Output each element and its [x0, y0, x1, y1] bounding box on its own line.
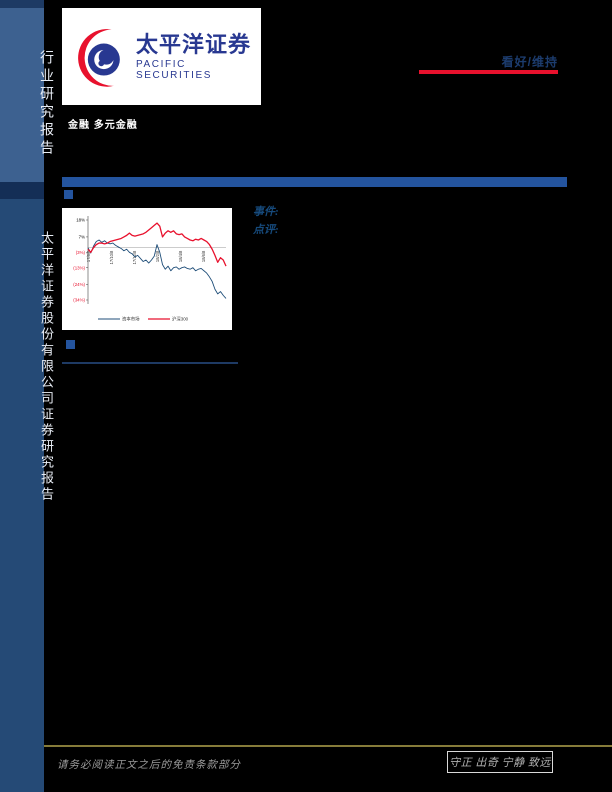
- industry-category-label: 金融 多元金融: [68, 120, 138, 131]
- footer-gold-rule: [44, 745, 612, 747]
- comment-label: 点评:: [253, 224, 279, 236]
- svg-text:(24%): (24%): [73, 282, 85, 287]
- logo-english-name: PACIFIC SECURITIES: [136, 58, 213, 81]
- svg-text:资本市场: 资本市场: [122, 316, 140, 323]
- sidebar-top-band: [0, 0, 44, 8]
- section-bullet-square: [64, 190, 73, 199]
- sidebar-divider-band: [0, 182, 44, 199]
- rating-underline: [419, 70, 558, 74]
- svg-text:沪深300: 沪深300: [172, 316, 189, 323]
- relative-performance-chart: 18% 7% (3%) (13%) (24%) (34%) 17/8/8 17/10/8 17/…: [62, 208, 232, 330]
- section-underline: [62, 362, 238, 364]
- svg-text:7%: 7%: [79, 235, 85, 240]
- rating-label: 看好/维持: [501, 55, 558, 69]
- svg-text:17/12/8: 17/12/8: [132, 250, 137, 264]
- section-bullet-square: [66, 340, 75, 349]
- event-label: 事件:: [253, 206, 279, 218]
- svg-text:(3%): (3%): [76, 250, 86, 255]
- svg-text:(13%): (13%): [73, 265, 85, 270]
- company-motto-text: 守正 出奇 宁静 致远: [449, 757, 551, 769]
- pacific-securities-logo-icon: [78, 28, 120, 87]
- svg-text:18/4/8: 18/4/8: [178, 250, 183, 262]
- disclaimer-text: 请务必阅读正文之后的免责条款部分: [57, 760, 241, 771]
- sidebar-report-type-label: 行业研究报告: [38, 50, 53, 158]
- sidebar-company-label: 太平洋证券股份有限公司证券研究报告: [39, 231, 54, 503]
- sidebar-upper-section: [0, 8, 44, 182]
- svg-text:17/10/8: 17/10/8: [109, 250, 114, 264]
- svg-text:18/2/8: 18/2/8: [155, 250, 160, 262]
- svg-text:18/6/8: 18/6/8: [201, 250, 206, 262]
- svg-text:18%: 18%: [76, 218, 85, 223]
- company-logo-box: 太平洋证券 PACIFIC SECURITIES: [62, 8, 261, 105]
- left-sidebar: [0, 0, 44, 792]
- company-motto-box: 守正 出奇 宁静 致远: [447, 751, 553, 773]
- logo-chinese-name: 太平洋证券: [136, 31, 252, 57]
- svg-text:17/8/8: 17/8/8: [86, 250, 91, 262]
- title-divider-bar: [62, 177, 567, 187]
- svg-text:(34%): (34%): [73, 298, 85, 303]
